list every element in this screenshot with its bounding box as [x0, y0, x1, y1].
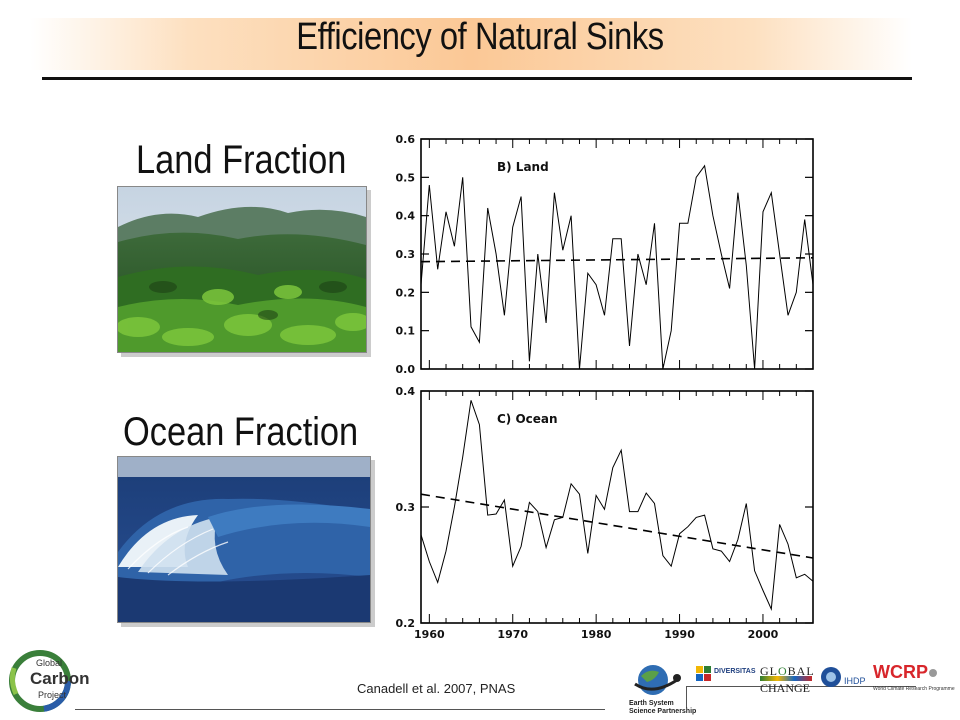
land-y-tick-label: 0.5 [396, 171, 416, 184]
title-band [30, 18, 912, 70]
ocean-x-tick-label: 1960 [414, 628, 445, 641]
ocean-trend-line [420, 493, 814, 559]
footer-rule-tick [686, 686, 687, 708]
diversitas-logo: DIVERSITAS [696, 664, 756, 692]
ocean-panel-label: C) Ocean [497, 412, 558, 426]
slide-title: Efficiency of Natural Sinks [296, 16, 664, 58]
forest-photo [116, 186, 371, 353]
global-carbon-project-logo: Global Carbon Project [8, 648, 90, 714]
land-y-tick-label: 0.4 [396, 210, 416, 223]
land-y-tick-label: 0.6 [396, 133, 416, 146]
ocean-wave-photo [117, 456, 371, 623]
footer-rule [75, 709, 605, 710]
land-panel-label: B) Land [497, 160, 549, 174]
wcrp-logo: WCRP World Climate Research Programme [873, 662, 955, 692]
ocean-fraction-label: Ocean Fraction [123, 410, 359, 454]
land-fraction-label: Land Fraction [136, 138, 347, 182]
land-y-tick-label: 0.1 [396, 325, 416, 338]
ocean-y-tick-label: 0.2 [396, 617, 416, 630]
sink-efficiency-charts: 0.0 0.1 0.2 0.3 0.4 0.5 0.6 B) Land 0.2 0.3 0.4 19… [396, 133, 814, 641]
global-change-logo: GLOBAL CHANGE [760, 664, 815, 695]
essp-logo: Earth System Science Partnership [625, 662, 696, 718]
ocean-chart-panel: 0.2 0.3 0.4 1960 1970 1980 1990 2000 C) Ocean [396, 385, 814, 641]
land-y-tick-label: 0.2 [396, 286, 416, 299]
ocean-x-tick-label: 2000 [748, 628, 779, 641]
ocean-y-tick-label: 0.4 [396, 385, 416, 398]
ocean-y-tick-label: 0.3 [396, 501, 416, 514]
ocean-x-tick-label: 1990 [664, 628, 695, 641]
citation: Canadell et al. 2007, PNAS [357, 681, 516, 696]
land-y-tick-label: 0.0 [396, 363, 416, 376]
land-data-line [420, 164, 814, 370]
ocean-data-line [420, 400, 814, 612]
ocean-x-tick-label: 1970 [497, 628, 528, 641]
land-y-tick-label: 0.3 [396, 248, 416, 261]
footer-rule-right [686, 686, 916, 687]
ihdp-logo: IHDP [820, 664, 868, 694]
land-chart-panel: 0.0 0.1 0.2 0.3 0.4 0.5 0.6 B) Land [396, 133, 814, 376]
title-rule [42, 77, 912, 80]
ocean-x-tick-label: 1980 [581, 628, 612, 641]
land-trend-line [420, 257, 814, 263]
